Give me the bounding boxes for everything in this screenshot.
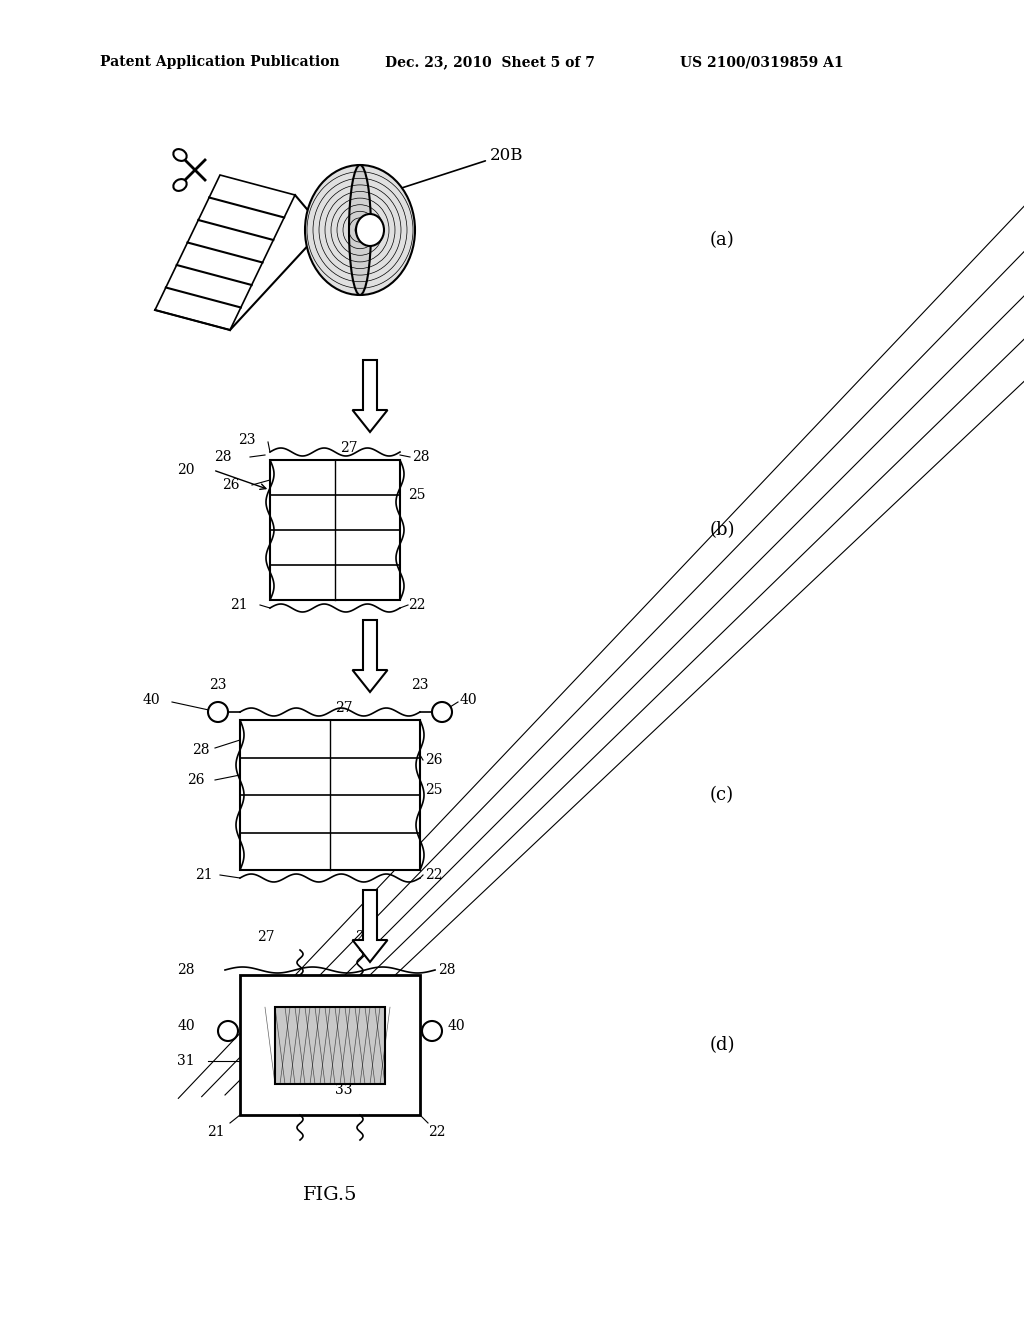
Ellipse shape — [356, 214, 384, 246]
Text: FIG.5: FIG.5 — [303, 1185, 357, 1204]
Text: 22: 22 — [425, 869, 442, 882]
Text: 26: 26 — [187, 774, 205, 787]
Text: 25: 25 — [408, 488, 426, 502]
Text: 28: 28 — [412, 450, 429, 465]
Text: (a): (a) — [710, 231, 735, 249]
Text: Patent Application Publication: Patent Application Publication — [100, 55, 340, 69]
Text: 28: 28 — [193, 743, 210, 756]
Text: 28: 28 — [438, 964, 456, 977]
Polygon shape — [155, 176, 295, 330]
Text: US 2100/0319859 A1: US 2100/0319859 A1 — [680, 55, 844, 69]
Text: 33: 33 — [335, 1082, 352, 1097]
Ellipse shape — [305, 165, 415, 294]
Circle shape — [218, 1020, 238, 1041]
Text: 40: 40 — [142, 693, 160, 708]
Ellipse shape — [173, 149, 186, 161]
Text: 26: 26 — [425, 752, 442, 767]
Text: 31: 31 — [177, 1053, 195, 1068]
Bar — [275, 1007, 385, 1084]
Text: (c): (c) — [710, 785, 734, 804]
Text: 27: 27 — [355, 931, 373, 944]
Text: 22: 22 — [408, 598, 426, 612]
Text: 20: 20 — [177, 463, 195, 477]
Text: 40: 40 — [177, 1019, 195, 1034]
Text: 23: 23 — [239, 433, 256, 447]
Circle shape — [422, 1020, 442, 1041]
Text: (d): (d) — [710, 1036, 735, 1053]
Text: 21: 21 — [196, 869, 213, 882]
FancyArrow shape — [352, 890, 387, 962]
Ellipse shape — [349, 165, 371, 294]
Text: 28: 28 — [214, 450, 232, 465]
Text: 23: 23 — [209, 678, 226, 692]
Text: Dec. 23, 2010  Sheet 5 of 7: Dec. 23, 2010 Sheet 5 of 7 — [385, 55, 595, 69]
Text: 20B: 20B — [490, 147, 523, 164]
Text: 22: 22 — [428, 1125, 445, 1139]
Text: 40: 40 — [449, 1019, 466, 1034]
Text: 27: 27 — [335, 701, 352, 715]
Text: 27: 27 — [257, 931, 275, 944]
Text: 26: 26 — [222, 478, 240, 492]
Text: (b): (b) — [710, 521, 735, 539]
Circle shape — [432, 702, 452, 722]
Text: 28: 28 — [177, 964, 195, 977]
Text: 23: 23 — [412, 678, 429, 692]
Text: 40: 40 — [460, 693, 477, 708]
FancyArrow shape — [352, 360, 387, 432]
Text: 27: 27 — [340, 441, 357, 455]
Text: 23: 23 — [360, 942, 378, 957]
Circle shape — [208, 702, 228, 722]
Text: 25: 25 — [425, 783, 442, 797]
Text: 21: 21 — [230, 598, 248, 612]
Bar — [240, 719, 420, 870]
Ellipse shape — [173, 180, 186, 191]
Text: 21: 21 — [208, 1125, 225, 1139]
FancyArrow shape — [352, 620, 387, 692]
Bar — [270, 459, 400, 601]
Bar — [240, 975, 420, 1115]
